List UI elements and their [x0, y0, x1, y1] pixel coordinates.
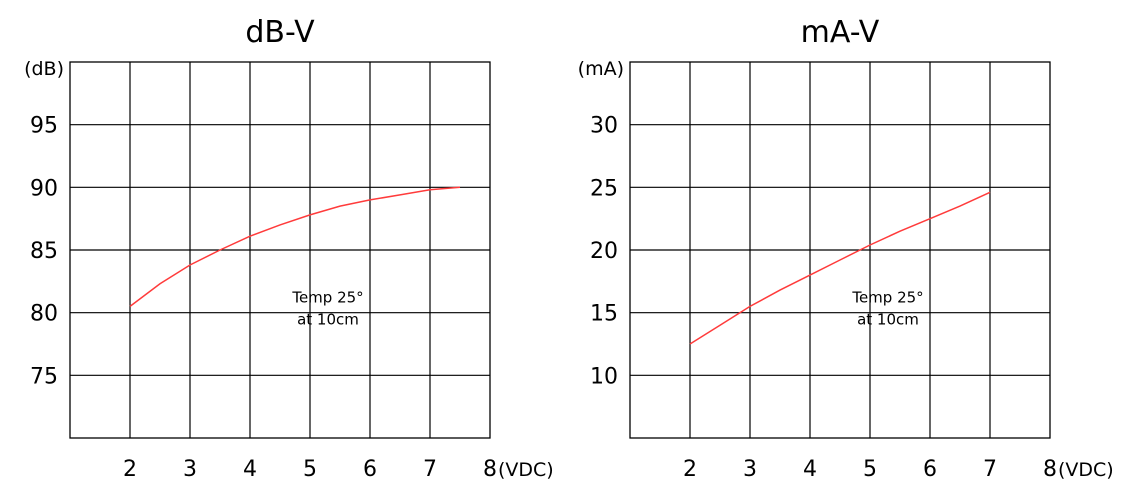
- x-tick-label: 3: [183, 457, 197, 482]
- x-tick-label: 6: [923, 457, 937, 482]
- y-tick-label: 20: [590, 239, 618, 264]
- db-v-chart: dB-V 95 90 85 80 75 (dB) 2 3 4 5 6 7 8 (VDC) Temp 25° at…: [24, 15, 554, 482]
- x-tick-label: 8: [483, 457, 497, 482]
- x-tick-label: 5: [303, 457, 317, 482]
- x-tick-label: 7: [983, 457, 997, 482]
- series-line: [129, 186, 461, 307]
- x-tick-label: 2: [683, 457, 697, 482]
- y-tick-label: 85: [30, 239, 58, 264]
- y-tick-label: 95: [30, 114, 58, 139]
- chart-title: dB-V: [245, 15, 315, 50]
- y-axis-unit: (dB): [24, 58, 64, 80]
- x-axis-unit: (VDC): [498, 459, 554, 481]
- x-axis-unit: (VDC): [1058, 459, 1114, 481]
- y-tick-label: 90: [30, 176, 58, 201]
- y-tick-label: 30: [590, 114, 618, 139]
- x-tick-label: 2: [123, 457, 137, 482]
- annotation-line: Temp 25°: [851, 289, 923, 307]
- y-tick-label: 15: [590, 302, 618, 327]
- annotation-line: Temp 25°: [291, 289, 363, 307]
- x-tick-label: 6: [363, 457, 377, 482]
- plot-frame: [69, 61, 491, 439]
- x-tick-label: 3: [743, 457, 757, 482]
- annotation-line: at 10cm: [857, 311, 919, 329]
- annotation-line: at 10cm: [297, 311, 359, 329]
- y-tick-label: 75: [30, 364, 58, 389]
- y-tick-label: 25: [590, 176, 618, 201]
- series-line: [689, 191, 991, 345]
- x-tick-label: 5: [863, 457, 877, 482]
- chart-title: mA-V: [801, 15, 880, 50]
- plot-frame: [629, 61, 1051, 439]
- x-tick-label: 4: [803, 457, 817, 482]
- x-tick-label: 8: [1043, 457, 1057, 482]
- y-tick-label: 80: [30, 302, 58, 327]
- x-tick-label: 7: [423, 457, 437, 482]
- ma-v-chart: mA-V 30 25 20 15 10 (mA) 2 3 4 5 6 7 8 (VDC) Temp 25° at…: [578, 15, 1114, 482]
- y-axis-unit: (mA): [578, 58, 624, 80]
- y-tick-label: 10: [590, 364, 618, 389]
- x-tick-label: 4: [243, 457, 257, 482]
